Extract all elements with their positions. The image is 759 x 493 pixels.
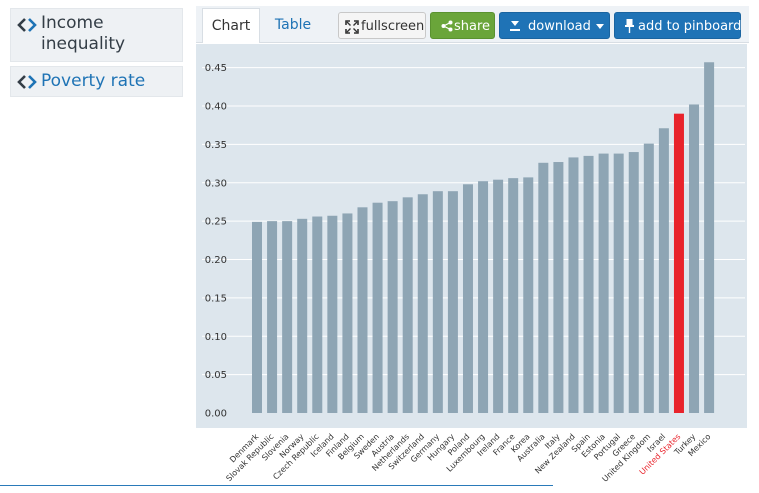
y-tick-label: 0.35 <box>205 140 227 151</box>
share-icon <box>441 20 453 32</box>
bar[interactable] <box>478 181 489 413</box>
bar[interactable] <box>432 191 443 413</box>
share-label: share <box>454 19 491 34</box>
bar[interactable] <box>508 178 519 413</box>
chart-bottom-rule <box>0 485 553 486</box>
bar[interactable] <box>628 152 639 414</box>
bar[interactable] <box>312 216 323 413</box>
pin-icon <box>625 19 634 33</box>
sidebar-item-label: Income inequality <box>41 13 126 54</box>
tab-table[interactable]: Table <box>274 17 312 33</box>
bar[interactable] <box>402 197 413 413</box>
bar[interactable] <box>568 157 579 413</box>
bar[interactable] <box>658 128 669 413</box>
download-button[interactable]: download <box>499 12 610 39</box>
y-tick-label: 0.10 <box>205 332 227 343</box>
y-tick-label: 0.45 <box>205 63 227 74</box>
bar[interactable] <box>327 215 338 413</box>
bar[interactable] <box>613 153 624 413</box>
pin-label: add to pinboard <box>638 19 742 34</box>
bar[interactable] <box>447 191 458 413</box>
download-icon <box>510 21 520 31</box>
bar[interactable] <box>553 162 564 413</box>
bar[interactable] <box>598 153 609 413</box>
bar[interactable] <box>493 179 504 413</box>
share-button[interactable]: share <box>430 12 495 39</box>
bar-chart: 0.00 0.05 0.10 0.15 0.20 0.25 0.30 0.35 0.40 0.45… <box>202 62 745 484</box>
chart-panel: Chart Table fullscreen share downloa <box>196 6 749 486</box>
bar[interactable] <box>342 213 353 413</box>
bar[interactable] <box>538 162 549 413</box>
y-tick-label: 0.30 <box>205 178 227 189</box>
fullscreen-icon <box>345 20 359 34</box>
bar[interactable] <box>297 218 308 413</box>
bar[interactable] <box>523 177 534 413</box>
bar[interactable] <box>357 207 368 413</box>
add-to-pinboard-button[interactable]: add to pinboard <box>614 12 741 39</box>
bar[interactable] <box>252 221 262 413</box>
y-tick-label: 0.05 <box>205 370 227 381</box>
y-tick-label: 0.15 <box>205 293 227 304</box>
bar[interactable] <box>282 221 293 413</box>
y-tick-label: 0.25 <box>205 217 227 228</box>
tab-bar: Chart Table fullscreen share downloa <box>196 6 749 43</box>
y-tick-label: 0.00 <box>205 409 227 420</box>
sidebar-item-income-inequality[interactable]: Income inequality <box>10 8 183 62</box>
bar[interactable] <box>673 113 684 414</box>
y-tick-label: 0.20 <box>205 255 227 266</box>
fullscreen-button[interactable]: fullscreen <box>338 12 426 39</box>
bar[interactable] <box>417 194 428 413</box>
download-label: download <box>528 19 591 34</box>
caret-down-icon <box>596 24 604 29</box>
tab-chart[interactable]: Chart <box>202 8 260 43</box>
bar[interactable] <box>462 184 473 413</box>
sidebar-item-poverty-rate[interactable]: Poverty rate <box>10 66 183 97</box>
double-chevron-icon <box>17 18 37 32</box>
bar[interactable] <box>387 201 398 413</box>
double-chevron-icon <box>17 75 37 89</box>
bar[interactable] <box>267 221 278 413</box>
bar[interactable] <box>372 202 383 413</box>
bar[interactable] <box>689 104 700 413</box>
bar[interactable] <box>704 62 715 413</box>
bar[interactable] <box>643 143 654 414</box>
y-tick-label: 0.40 <box>205 102 227 113</box>
sidebar-item-label: Poverty rate <box>41 71 146 91</box>
fullscreen-label: fullscreen <box>361 19 425 34</box>
bar[interactable] <box>583 155 594 413</box>
